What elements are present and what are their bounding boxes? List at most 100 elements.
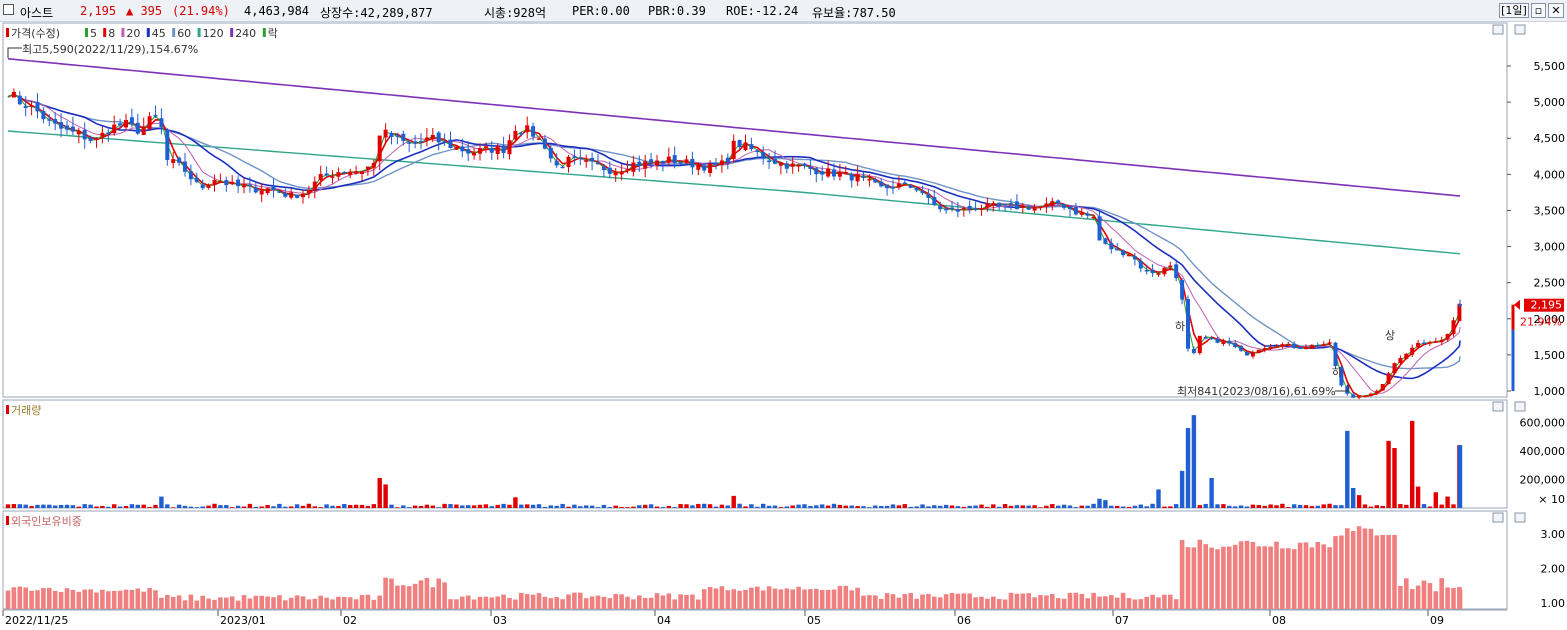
volume-bar [991,504,996,508]
volume-bar [76,506,81,508]
foreign-bar [1126,598,1132,609]
candle-body [188,171,193,180]
candle-body [59,122,64,129]
foreign-bar [642,597,648,609]
restore-button[interactable]: ▫ [1531,3,1546,18]
candle-body [519,132,524,135]
x-tick-label: 2023/01 [220,614,266,627]
volume-bar [330,505,335,508]
candle-body [118,123,123,126]
volume-bar [100,505,105,508]
volume-bar [513,497,518,508]
candle-body [1056,200,1061,204]
candle-body [584,160,589,162]
volume-bar [1280,503,1285,508]
select-checkbox[interactable] [3,4,14,15]
legend-label: 5 [90,27,97,40]
candle-body [336,172,341,177]
candle-body [1109,242,1114,250]
foreign-bar [819,590,825,609]
limit-down-mark: 하 [1332,365,1342,379]
candle-body [1427,342,1432,344]
candle-body [649,159,654,164]
foreign-bar [64,588,70,609]
volume-bar [1203,503,1208,508]
volume-bar [890,504,896,508]
foreign-bar [52,590,58,609]
foreign-bar [961,593,967,609]
foreign-bar [501,594,506,609]
foreign-bar [1386,534,1391,609]
foreign-bar [324,597,329,609]
volume-bar [1297,504,1303,508]
foreign-bar [1374,535,1380,609]
candle-body [283,192,288,197]
volume-bar [1150,503,1155,508]
candle-body [761,152,766,158]
candle-body [997,202,1002,206]
limit-down-mark: 하 [1175,319,1185,333]
foreign-bar [88,589,93,609]
reserve-ratio: 유보율:787.50 [812,6,896,20]
candle-body [371,163,376,168]
price-change: ▲ 395 [126,4,163,18]
volume-bar [1109,505,1114,508]
close-button[interactable]: ✕ [1548,3,1564,18]
volume-bar [1392,448,1397,508]
volume-bar [1250,504,1256,508]
candle-body [165,129,170,161]
volume-bar [589,505,595,508]
foreign-bar [1120,592,1126,609]
volume-bar [377,478,382,508]
volume-bar [1351,488,1356,508]
volume-bar [896,505,902,508]
candle-body [973,208,978,211]
legend-label: 60 [177,27,191,40]
volume-bar [713,506,719,508]
candle-body [224,180,229,186]
volume-bar [1380,505,1385,508]
volume-bar [1197,505,1202,508]
foreign-bar [395,585,400,609]
candle-body [70,126,75,132]
candle-body [1304,347,1308,350]
foreign-bar [401,585,406,609]
period-button[interactable]: [1일] [1499,3,1529,18]
foreign-bar [318,595,323,609]
foreign-bar [666,593,672,609]
candle-body [365,166,370,170]
volume-bar [1215,504,1220,508]
candle-body [655,160,659,166]
foreign-bar [1032,597,1037,609]
foreign-bar [129,590,135,609]
foreign-bar [241,595,247,609]
volume-bar [932,505,937,508]
volume-bar [64,504,70,508]
volume-bar [294,504,300,508]
volume-bar [678,504,683,508]
volume-unit: × 10 [1538,493,1565,506]
candle-body [814,168,819,175]
foreign-bar [1404,578,1409,609]
candle-body [318,174,323,181]
volume-bar [914,506,919,508]
candle-body [820,171,825,175]
volume-bar [1073,507,1079,508]
foreign-bar [117,590,123,609]
volume-bar [1386,440,1391,508]
foreign-bar [495,596,500,609]
candle-body [1221,341,1226,344]
foreign-bar [277,595,282,609]
volume-bar [483,504,489,508]
volume-bar [1309,506,1315,508]
volume-bar [418,506,424,508]
volume-bar [725,505,730,508]
foreign-bar [265,596,270,609]
foreign-bar [1439,578,1444,609]
candle-body [206,185,211,188]
foreign-bar [696,599,701,609]
foreign-bar [1162,594,1167,609]
low-annotation: 최저841(2023/08/16),61.69% [1177,385,1336,398]
